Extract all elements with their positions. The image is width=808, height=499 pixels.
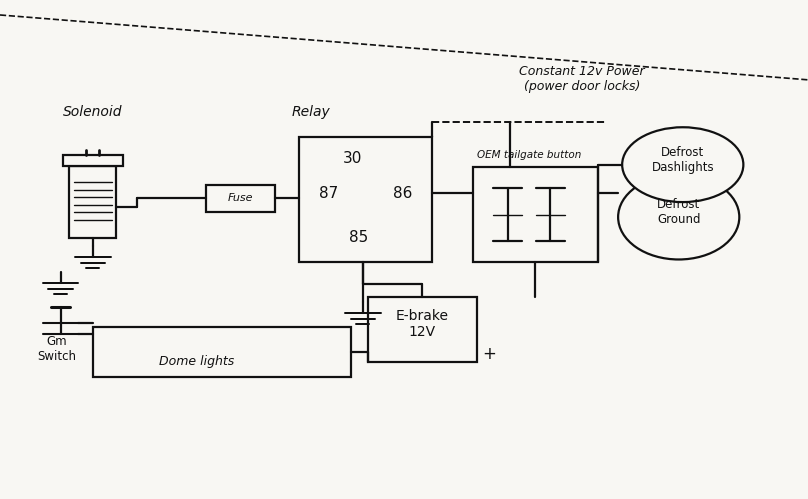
- Bar: [473, 167, 598, 262]
- Text: Defrost
Dashlights: Defrost Dashlights: [651, 146, 714, 174]
- Bar: [368, 297, 477, 362]
- Ellipse shape: [618, 175, 739, 259]
- Text: 87: 87: [318, 186, 338, 201]
- Bar: [63, 155, 123, 166]
- Text: Defrost
Ground: Defrost Ground: [657, 198, 701, 226]
- Text: OEM tailgate button: OEM tailgate button: [477, 150, 581, 160]
- Bar: [69, 166, 116, 239]
- Text: Fuse: Fuse: [228, 193, 253, 204]
- Text: Gm
Switch: Gm Switch: [37, 335, 76, 363]
- Text: Relay: Relay: [292, 105, 330, 119]
- Text: Dome lights: Dome lights: [158, 355, 234, 368]
- Text: Constant 12v Power
(power door locks): Constant 12v Power (power door locks): [519, 65, 645, 93]
- Bar: [206, 185, 275, 212]
- Text: Solenoid: Solenoid: [63, 105, 123, 119]
- Text: 86: 86: [393, 186, 413, 201]
- Text: +: +: [482, 345, 496, 363]
- Bar: [93, 327, 351, 377]
- Text: 30: 30: [343, 151, 362, 166]
- Text: 85: 85: [349, 230, 368, 245]
- Ellipse shape: [622, 127, 743, 202]
- Text: E-brake
12V: E-brake 12V: [396, 309, 448, 339]
- Bar: [299, 137, 432, 262]
